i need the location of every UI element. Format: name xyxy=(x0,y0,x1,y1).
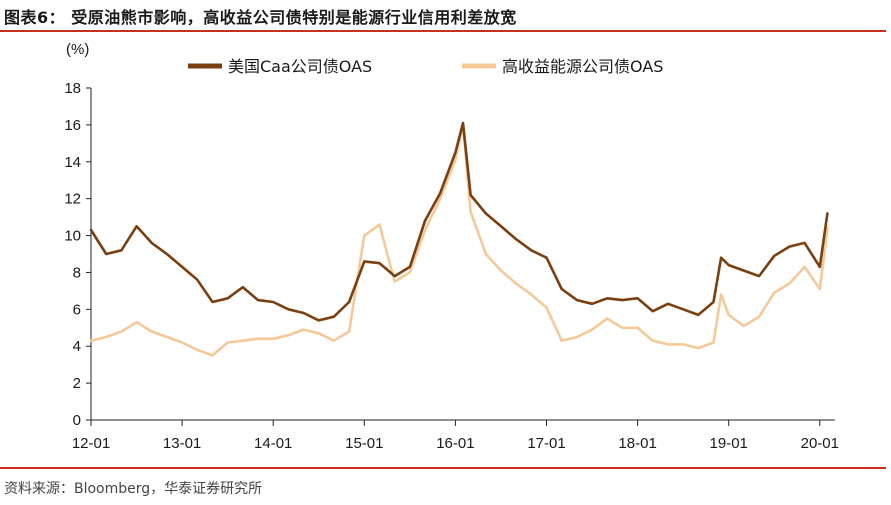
source-note: 资料来源：Bloomberg，华泰证券研究所 xyxy=(4,481,263,497)
y-tick-label: 16 xyxy=(64,117,81,134)
x-tick-label: 20-01 xyxy=(801,435,839,452)
y-tick-label: 18 xyxy=(64,80,81,97)
x-tick-label: 15-01 xyxy=(345,435,383,452)
y-tick-label: 14 xyxy=(64,154,81,171)
y-tick-label: 12 xyxy=(64,191,81,208)
x-tick-label: 13-01 xyxy=(163,435,201,452)
plot-area xyxy=(89,121,829,357)
series-line-caa xyxy=(89,121,829,322)
figure-title: 图表6： 受原油熊市影响，高收益公司债特别是能源行业信用利差放宽 xyxy=(4,8,517,27)
x-tick-label: 19-01 xyxy=(710,435,748,452)
x-tick-label: 18-01 xyxy=(618,435,656,452)
y-tick-label: 6 xyxy=(73,301,81,318)
y-axis: 0 2 4 6 8 10 12 14 16 18 xyxy=(64,80,92,429)
figure-header: 图表6： 受原油熊市影响，高收益公司债特别是能源行业信用利差放宽 xyxy=(0,0,891,30)
x-tick-label: 12-01 xyxy=(72,435,110,452)
y-tick-label: 2 xyxy=(73,375,81,392)
x-tick-label: 14-01 xyxy=(254,435,292,452)
x-tick-label: 16-01 xyxy=(436,435,474,452)
legend-label-caa: 美国Caa公司债OAS xyxy=(228,57,372,76)
source-rule xyxy=(0,467,886,469)
x-axis: 12-01 13-01 14-01 15-01 16-01 17-01 18-01 19-01… xyxy=(72,419,839,452)
y-axis-unit: (%) xyxy=(66,41,89,58)
y-tick-label: 8 xyxy=(73,264,81,281)
line-chart: 美国Caa公司债OAS 高收益能源公司债OAS (%) 0 2 4 6 8 10 12 14 1… xyxy=(64,41,839,452)
series-line-energy xyxy=(89,123,829,357)
y-tick-label: 0 xyxy=(73,412,81,429)
legend: 美国Caa公司债OAS 高收益能源公司债OAS xyxy=(188,57,663,76)
y-tick-label: 4 xyxy=(73,338,81,355)
x-tick-label: 17-01 xyxy=(527,435,565,452)
legend-label-energy: 高收益能源公司债OAS xyxy=(502,57,663,76)
y-tick-label: 10 xyxy=(64,228,81,245)
title-rule xyxy=(0,30,886,32)
